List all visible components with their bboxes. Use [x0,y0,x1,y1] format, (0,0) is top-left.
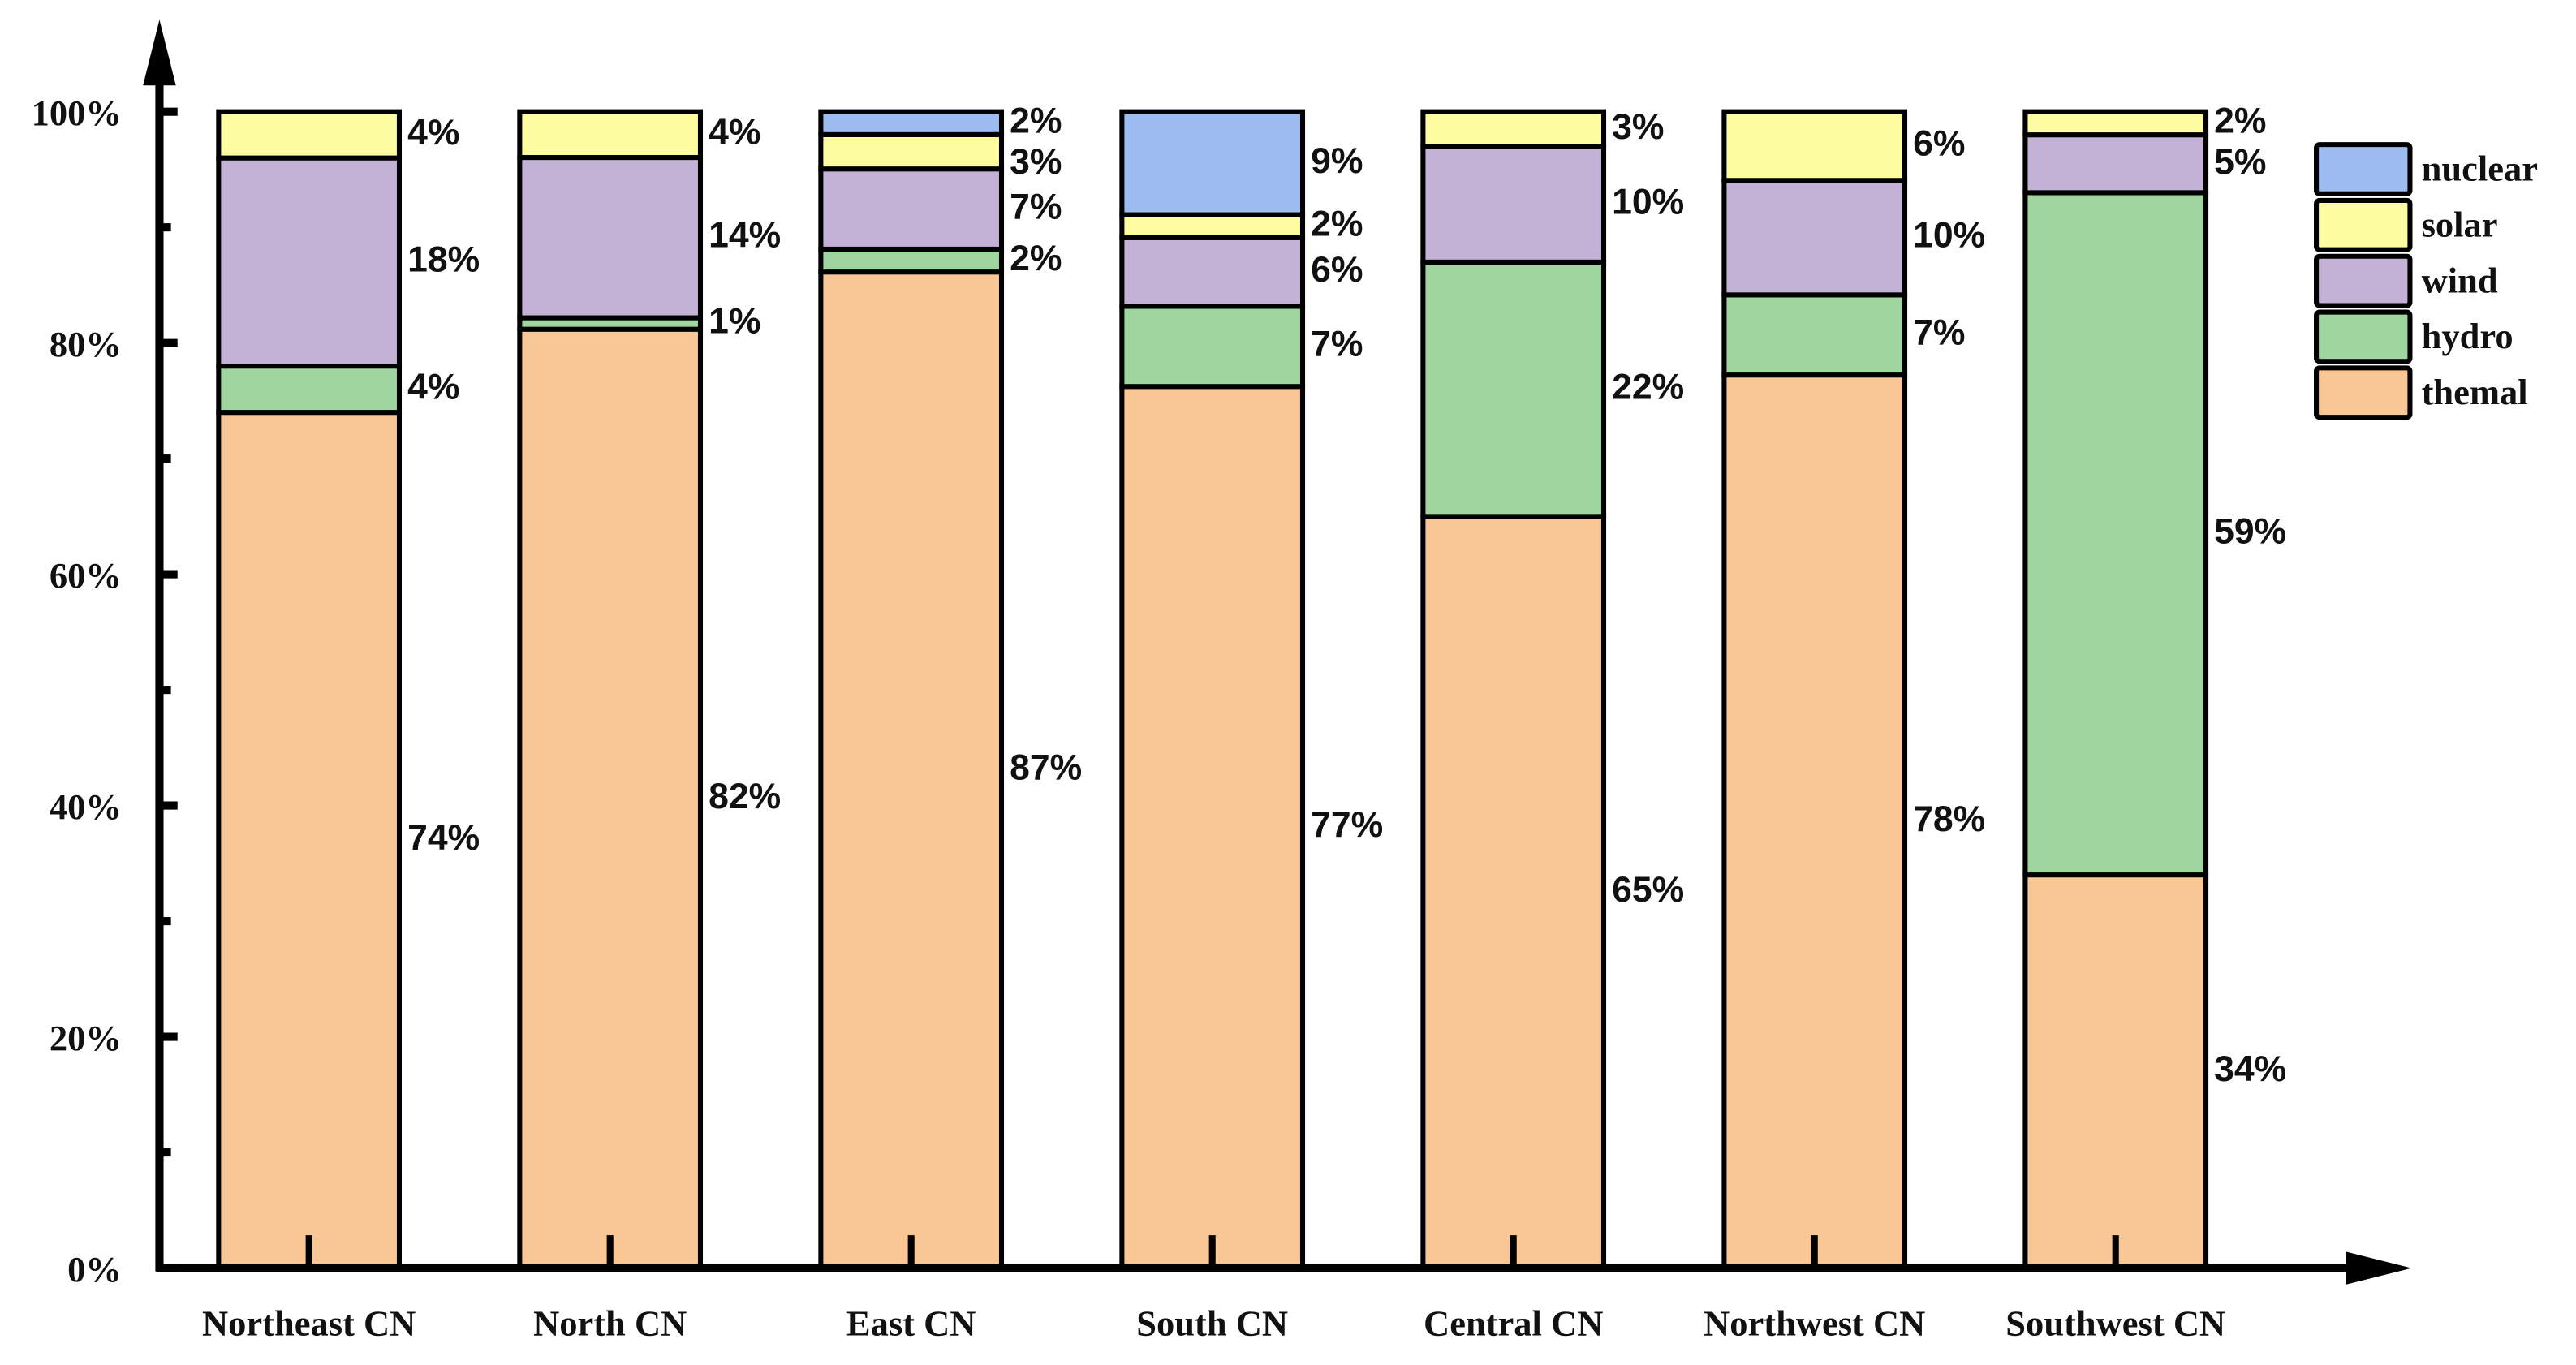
bar-segment-hydro [818,246,1005,275]
data-label: 10% [1612,182,1684,222]
data-label: 78% [1913,799,1985,839]
legend-swatch-nuclear [2314,142,2413,196]
data-label: 4% [407,367,459,407]
y-tick-label: 40% [50,786,122,827]
data-label: 18% [407,240,480,280]
legend-swatch-hydro [2314,309,2413,364]
data-label: 7% [1010,187,1062,226]
y-axis-arrow [143,19,176,86]
data-label: 2% [1010,101,1062,141]
data-label: 3% [1010,142,1062,182]
legend-label-nuclear: nuclear [2422,149,2538,189]
data-label: 82% [709,777,781,816]
bar-segment-themal [216,410,403,1271]
x-tick-label: Northwest CN [1704,1303,1925,1344]
data-label: 2% [2214,101,2266,141]
x-tick-label: East CN [846,1303,976,1344]
bar-segment-hydro [216,364,403,416]
bar-segment-hydro [1420,259,1607,519]
data-label: 3% [1612,107,1664,147]
x-tick-label: Central CN [1424,1303,1603,1344]
data-label: 22% [1612,367,1684,407]
legend-label-hydro: hydro [2422,316,2514,356]
x-tick-label: South CN [1136,1303,1288,1344]
bar-segment-hydro [1119,304,1306,390]
bar-segment-themal [2022,872,2209,1271]
bar-segment-themal [1119,384,1306,1271]
data-label: 9% [1311,141,1363,181]
x-ticks: Northeast CN North CN East CN South CN Centr… [202,1235,2225,1344]
data-label: 10% [1913,216,1985,256]
y-tick-label: 0% [67,1249,122,1290]
y-tick-label: 20% [50,1018,122,1058]
legend-swatch-themal [2314,365,2413,420]
bar-segment-wind [1420,144,1607,265]
bar-segment-solar [517,109,704,161]
bar-segment-themal [818,269,1005,1271]
bar-segment-wind [1721,178,1908,298]
bar-segment-nuclear [1119,109,1306,217]
data-label: 14% [709,216,781,256]
y-tick-label: 80% [50,324,122,364]
data-label: 4% [709,113,760,153]
bar-segment-solar [1721,109,1908,183]
bar-segment-wind [818,166,1005,252]
data-label: 74% [407,818,480,858]
legend: nuclear solar wind hydro themal [2314,142,2538,420]
bar-segment-solar [1420,109,1607,149]
bar-segment-solar [1119,212,1306,240]
bar-segment-nuclear [818,109,1005,137]
bar-segment-solar [216,109,403,161]
bar-segment-solar [818,131,1005,172]
y-tick-label: 60% [50,555,122,596]
data-label: 6% [1311,250,1363,290]
x-axis-arrow [2346,1251,2412,1285]
bar-segment-themal [1721,372,1908,1271]
data-label: 65% [1612,870,1684,910]
data-label: 5% [2214,142,2266,182]
data-label: 34% [2214,1049,2286,1089]
data-label: 4% [407,113,459,153]
x-tick-label: Northeast CN [202,1303,416,1344]
bars-layer [216,109,2209,1271]
data-label: 2% [1010,239,1062,278]
data-label: 6% [1913,124,1965,164]
bar-segment-hydro [1721,292,1908,378]
y-ticks: 0% 20% 40% 60% 80% 100% [32,93,178,1290]
bar-segment-wind [2022,132,2209,196]
legend-label-solar: solar [2422,204,2498,244]
legend-label-themal: themal [2422,372,2528,412]
x-tick-label: Southwest CN [2005,1303,2225,1344]
legend-swatch-solar [2314,197,2413,252]
y-tick-label: 100% [32,93,122,133]
bar-segment-wind [517,155,704,321]
bar-segment-wind [216,155,403,369]
legend-swatch-wind [2314,253,2413,308]
data-labels: 4%18%4%74%4%14%1%82%2%3%7%2%87%9%2%6%7%7… [407,101,2286,1090]
axes [143,19,2412,1285]
data-label: 59% [2214,512,2286,552]
bar-segment-themal [517,326,704,1271]
data-label: 1% [709,301,760,341]
data-label: 87% [1010,748,1082,788]
data-label: 77% [1311,805,1383,845]
data-label: 7% [1913,313,1965,353]
bar-segment-themal [1420,514,1607,1271]
legend-label-wind: wind [2422,260,2498,300]
x-tick-label: North CN [533,1303,687,1344]
data-label: 2% [1311,204,1363,243]
bar-segment-wind [1119,235,1306,309]
bar-segment-solar [2022,109,2209,138]
data-label: 7% [1311,325,1363,364]
bar-segment-hydro [2022,190,2209,878]
